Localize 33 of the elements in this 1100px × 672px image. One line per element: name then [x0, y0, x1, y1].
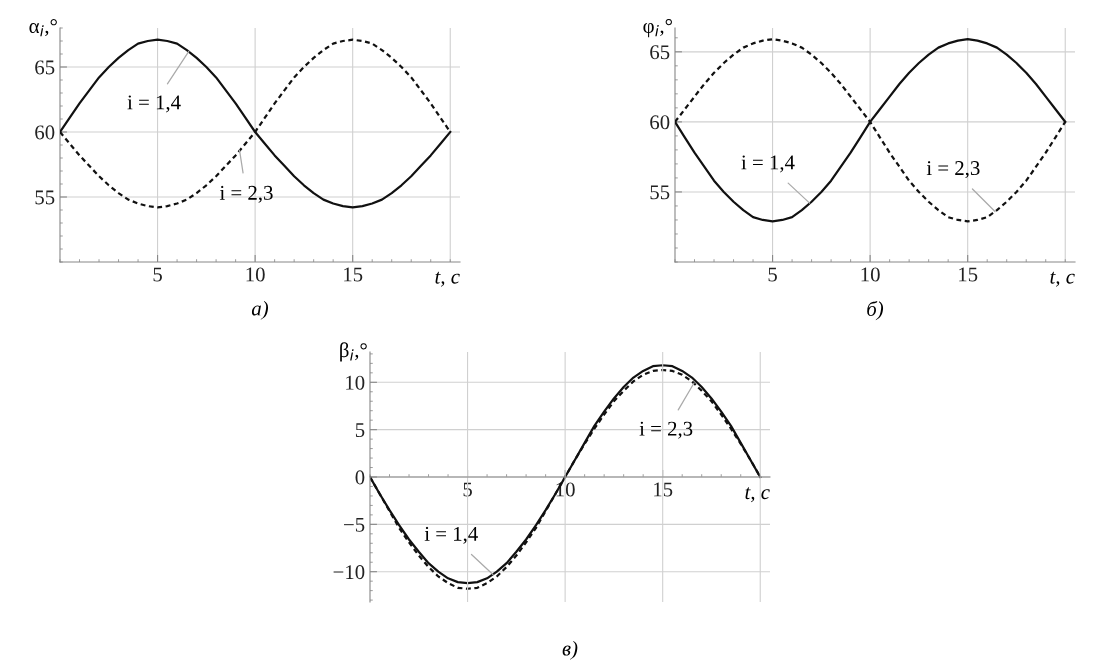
- y-axis-title: α$_{i}$,°: [29, 19, 57, 37]
- y-tick-label: 55: [35, 190, 55, 205]
- text: в): [562, 640, 578, 660]
- x-axis-title: t, c: [435, 271, 460, 287]
- y-tick-label: −5: [344, 517, 365, 532]
- x-tick-label: 15: [959, 267, 978, 282]
- y-axis-title: φ$_{i}$,°: [643, 18, 672, 38]
- y-tick-label: 5: [355, 423, 365, 438]
- y-tick-label: −10: [333, 565, 365, 580]
- y-tick-label: 60: [35, 125, 55, 140]
- annotation: i = 1,4: [424, 526, 478, 544]
- x-tick-label: 10: [246, 267, 265, 282]
- y-tick-label: 55: [650, 185, 670, 200]
- y-tick-label: 60: [650, 115, 670, 130]
- x-tick-label: 5: [768, 267, 777, 282]
- x-axis-title: t, c: [1050, 271, 1075, 287]
- y-tick-label: 0: [355, 470, 365, 485]
- annotation: i = 2,3: [639, 421, 693, 439]
- text: б): [867, 300, 884, 321]
- y-tick-label: 10: [346, 375, 365, 390]
- annotation: i = 1,4: [127, 95, 181, 113]
- x-tick-label: 15: [654, 482, 673, 497]
- x-axis-title: t, c: [745, 487, 770, 503]
- annotation: i = 1,4: [741, 155, 795, 173]
- y-tick-label: 65: [35, 60, 55, 75]
- text: а): [251, 300, 269, 320]
- annotation: i = 2,3: [926, 161, 980, 179]
- annotation: i = 2,3: [219, 185, 273, 203]
- y-tick-label: 65: [650, 45, 670, 60]
- x-tick-label: 10: [861, 267, 880, 282]
- y-axis-title: β$_{i}$,°: [340, 342, 367, 362]
- x-tick-label: 5: [153, 267, 162, 282]
- x-tick-label: 15: [344, 267, 363, 282]
